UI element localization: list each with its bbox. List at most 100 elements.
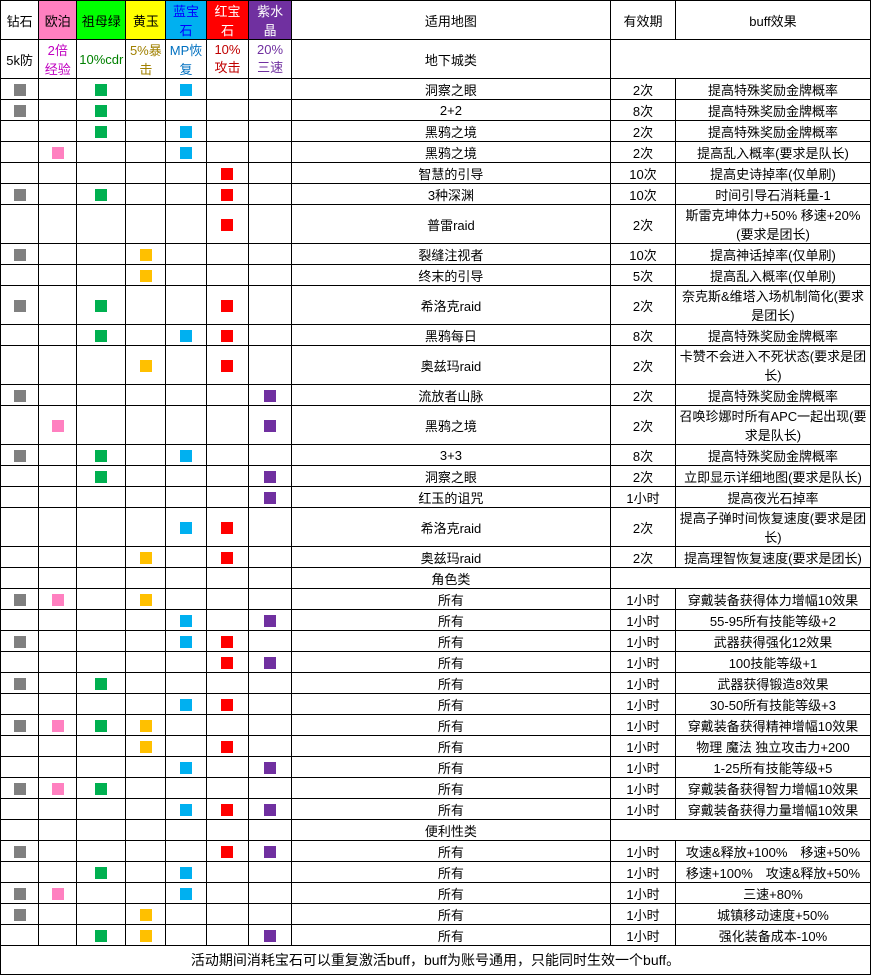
gem-cell (77, 163, 126, 184)
map-cell: 所有 (291, 778, 610, 799)
gem-square-icon (52, 147, 64, 159)
gem-cell (166, 163, 206, 184)
gem-cell (77, 385, 126, 406)
gem-cell (1, 631, 39, 652)
gem-square-icon (14, 720, 26, 732)
gem-square-icon (14, 189, 26, 201)
gem-square-icon (140, 594, 152, 606)
gem-cell (77, 547, 126, 568)
gem-square-icon (140, 909, 152, 921)
gem-cell (249, 286, 292, 325)
gem-cell (166, 883, 206, 904)
gem-cell (39, 121, 77, 142)
gem-cell (77, 736, 126, 757)
buff-cell: 武器获得锻造8效果 (675, 673, 870, 694)
gem-cell (77, 883, 126, 904)
gem-square-icon (14, 888, 26, 900)
gem-cell (126, 508, 166, 547)
duration-cell: 1小时 (611, 631, 676, 652)
gem-cell (249, 406, 292, 445)
buff-cell: 提高特殊奖励金牌概率 (675, 121, 870, 142)
gem-cell (206, 205, 249, 244)
buff-cell: 攻速&释放+100% 移速+50% (675, 841, 870, 862)
map-cell: 所有 (291, 925, 610, 946)
gem-cell (1, 205, 39, 244)
map-cell: 所有 (291, 715, 610, 736)
gem-square-icon (264, 846, 276, 858)
gem-square-icon (264, 762, 276, 774)
gem-cell (77, 487, 126, 508)
buff-cell: 提高特殊奖励金牌概率 (675, 325, 870, 346)
gem-cell (1, 346, 39, 385)
gem-cell (77, 406, 126, 445)
gem-cell (1, 286, 39, 325)
gem-square-icon (180, 84, 192, 96)
map-cell: 所有 (291, 841, 610, 862)
gem-cell (39, 736, 77, 757)
gem-square-icon (221, 300, 233, 312)
gem-cell (1, 79, 39, 100)
gem-square-icon (95, 300, 107, 312)
gem-square-icon (221, 189, 233, 201)
gem-cell (249, 547, 292, 568)
duration-cell: 2次 (611, 79, 676, 100)
gem-square-icon (180, 699, 192, 711)
gem-cell (206, 715, 249, 736)
gem-cell (39, 883, 77, 904)
buff-cell: 物理 魔法 独立攻击力+200 (675, 736, 870, 757)
gem-cell (206, 778, 249, 799)
gem-square-icon (221, 699, 233, 711)
gem-cell (1, 487, 39, 508)
gem-cell (77, 508, 126, 547)
gem-cell (206, 121, 249, 142)
gem-cell (1, 589, 39, 610)
map-cell: 黑鸦之境 (291, 121, 610, 142)
gem-square-icon (140, 930, 152, 942)
gem-cell (206, 286, 249, 325)
gem-cell (249, 925, 292, 946)
gem-cell (126, 715, 166, 736)
gem-cell (77, 121, 126, 142)
gem-square-icon (140, 249, 152, 261)
duration-cell: 10次 (611, 163, 676, 184)
gem-cell (249, 652, 292, 673)
gem-cell (249, 841, 292, 862)
duration-cell: 8次 (611, 325, 676, 346)
buff-cell: 立即显示详细地图(要求是队长) (675, 466, 870, 487)
gem-cell (206, 100, 249, 121)
section-title-0: 地下城类 (291, 40, 610, 79)
gem-square-icon (180, 450, 192, 462)
gem-cell (249, 694, 292, 715)
gem-cell (166, 142, 206, 163)
gem-cell (206, 163, 249, 184)
gem-cell (126, 487, 166, 508)
buff-cell: 穿戴装备获得体力增幅10效果 (675, 589, 870, 610)
gem-cell (39, 325, 77, 346)
map-cell: 洞察之眼 (291, 79, 610, 100)
duration-cell: 2次 (611, 286, 676, 325)
gem-cell (126, 184, 166, 205)
gem-cell (77, 652, 126, 673)
duration-cell: 8次 (611, 100, 676, 121)
gem-cell (206, 346, 249, 385)
gem-square-icon (264, 492, 276, 504)
map-cell: 所有 (291, 883, 610, 904)
gem-square-icon (14, 636, 26, 648)
map-cell: 希洛克raid (291, 508, 610, 547)
gem-cell (1, 778, 39, 799)
gem-square-icon (264, 420, 276, 432)
gem-cell (39, 445, 77, 466)
gem-cell (77, 673, 126, 694)
gem-square-icon (180, 126, 192, 138)
duration-cell: 1小时 (611, 925, 676, 946)
map-cell: 3+3 (291, 445, 610, 466)
gem-cell (77, 757, 126, 778)
duration-cell: 1小时 (611, 652, 676, 673)
gem-cell (249, 244, 292, 265)
gem-cell (249, 736, 292, 757)
gem-cell (39, 508, 77, 547)
gem-cell (249, 346, 292, 385)
gem-cell (249, 184, 292, 205)
gem-square-icon (95, 867, 107, 879)
map-cell: 奥兹玛raid (291, 346, 610, 385)
